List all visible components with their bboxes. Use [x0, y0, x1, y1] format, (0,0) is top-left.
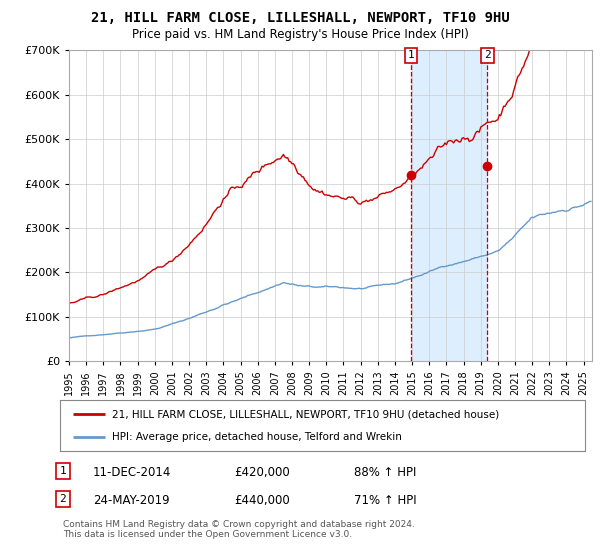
Text: HPI: Average price, detached house, Telford and Wrekin: HPI: Average price, detached house, Telf… — [113, 432, 403, 442]
Text: 71% ↑ HPI: 71% ↑ HPI — [354, 494, 416, 507]
Text: 1: 1 — [59, 466, 67, 476]
Text: 21, HILL FARM CLOSE, LILLESHALL, NEWPORT, TF10 9HU (detached house): 21, HILL FARM CLOSE, LILLESHALL, NEWPORT… — [113, 409, 500, 419]
Text: 2: 2 — [59, 494, 67, 504]
Text: 1: 1 — [407, 50, 415, 60]
Text: 24-MAY-2019: 24-MAY-2019 — [93, 494, 170, 507]
Text: £420,000: £420,000 — [234, 466, 290, 479]
Text: Price paid vs. HM Land Registry's House Price Index (HPI): Price paid vs. HM Land Registry's House … — [131, 28, 469, 41]
Text: Contains HM Land Registry data © Crown copyright and database right 2024.
This d: Contains HM Land Registry data © Crown c… — [63, 520, 415, 539]
Text: 88% ↑ HPI: 88% ↑ HPI — [354, 466, 416, 479]
Text: 2: 2 — [484, 50, 491, 60]
Bar — [411, 50, 487, 361]
Text: 11-DEC-2014: 11-DEC-2014 — [93, 466, 172, 479]
Text: 21, HILL FARM CLOSE, LILLESHALL, NEWPORT, TF10 9HU: 21, HILL FARM CLOSE, LILLESHALL, NEWPORT… — [91, 11, 509, 25]
Text: £440,000: £440,000 — [234, 494, 290, 507]
